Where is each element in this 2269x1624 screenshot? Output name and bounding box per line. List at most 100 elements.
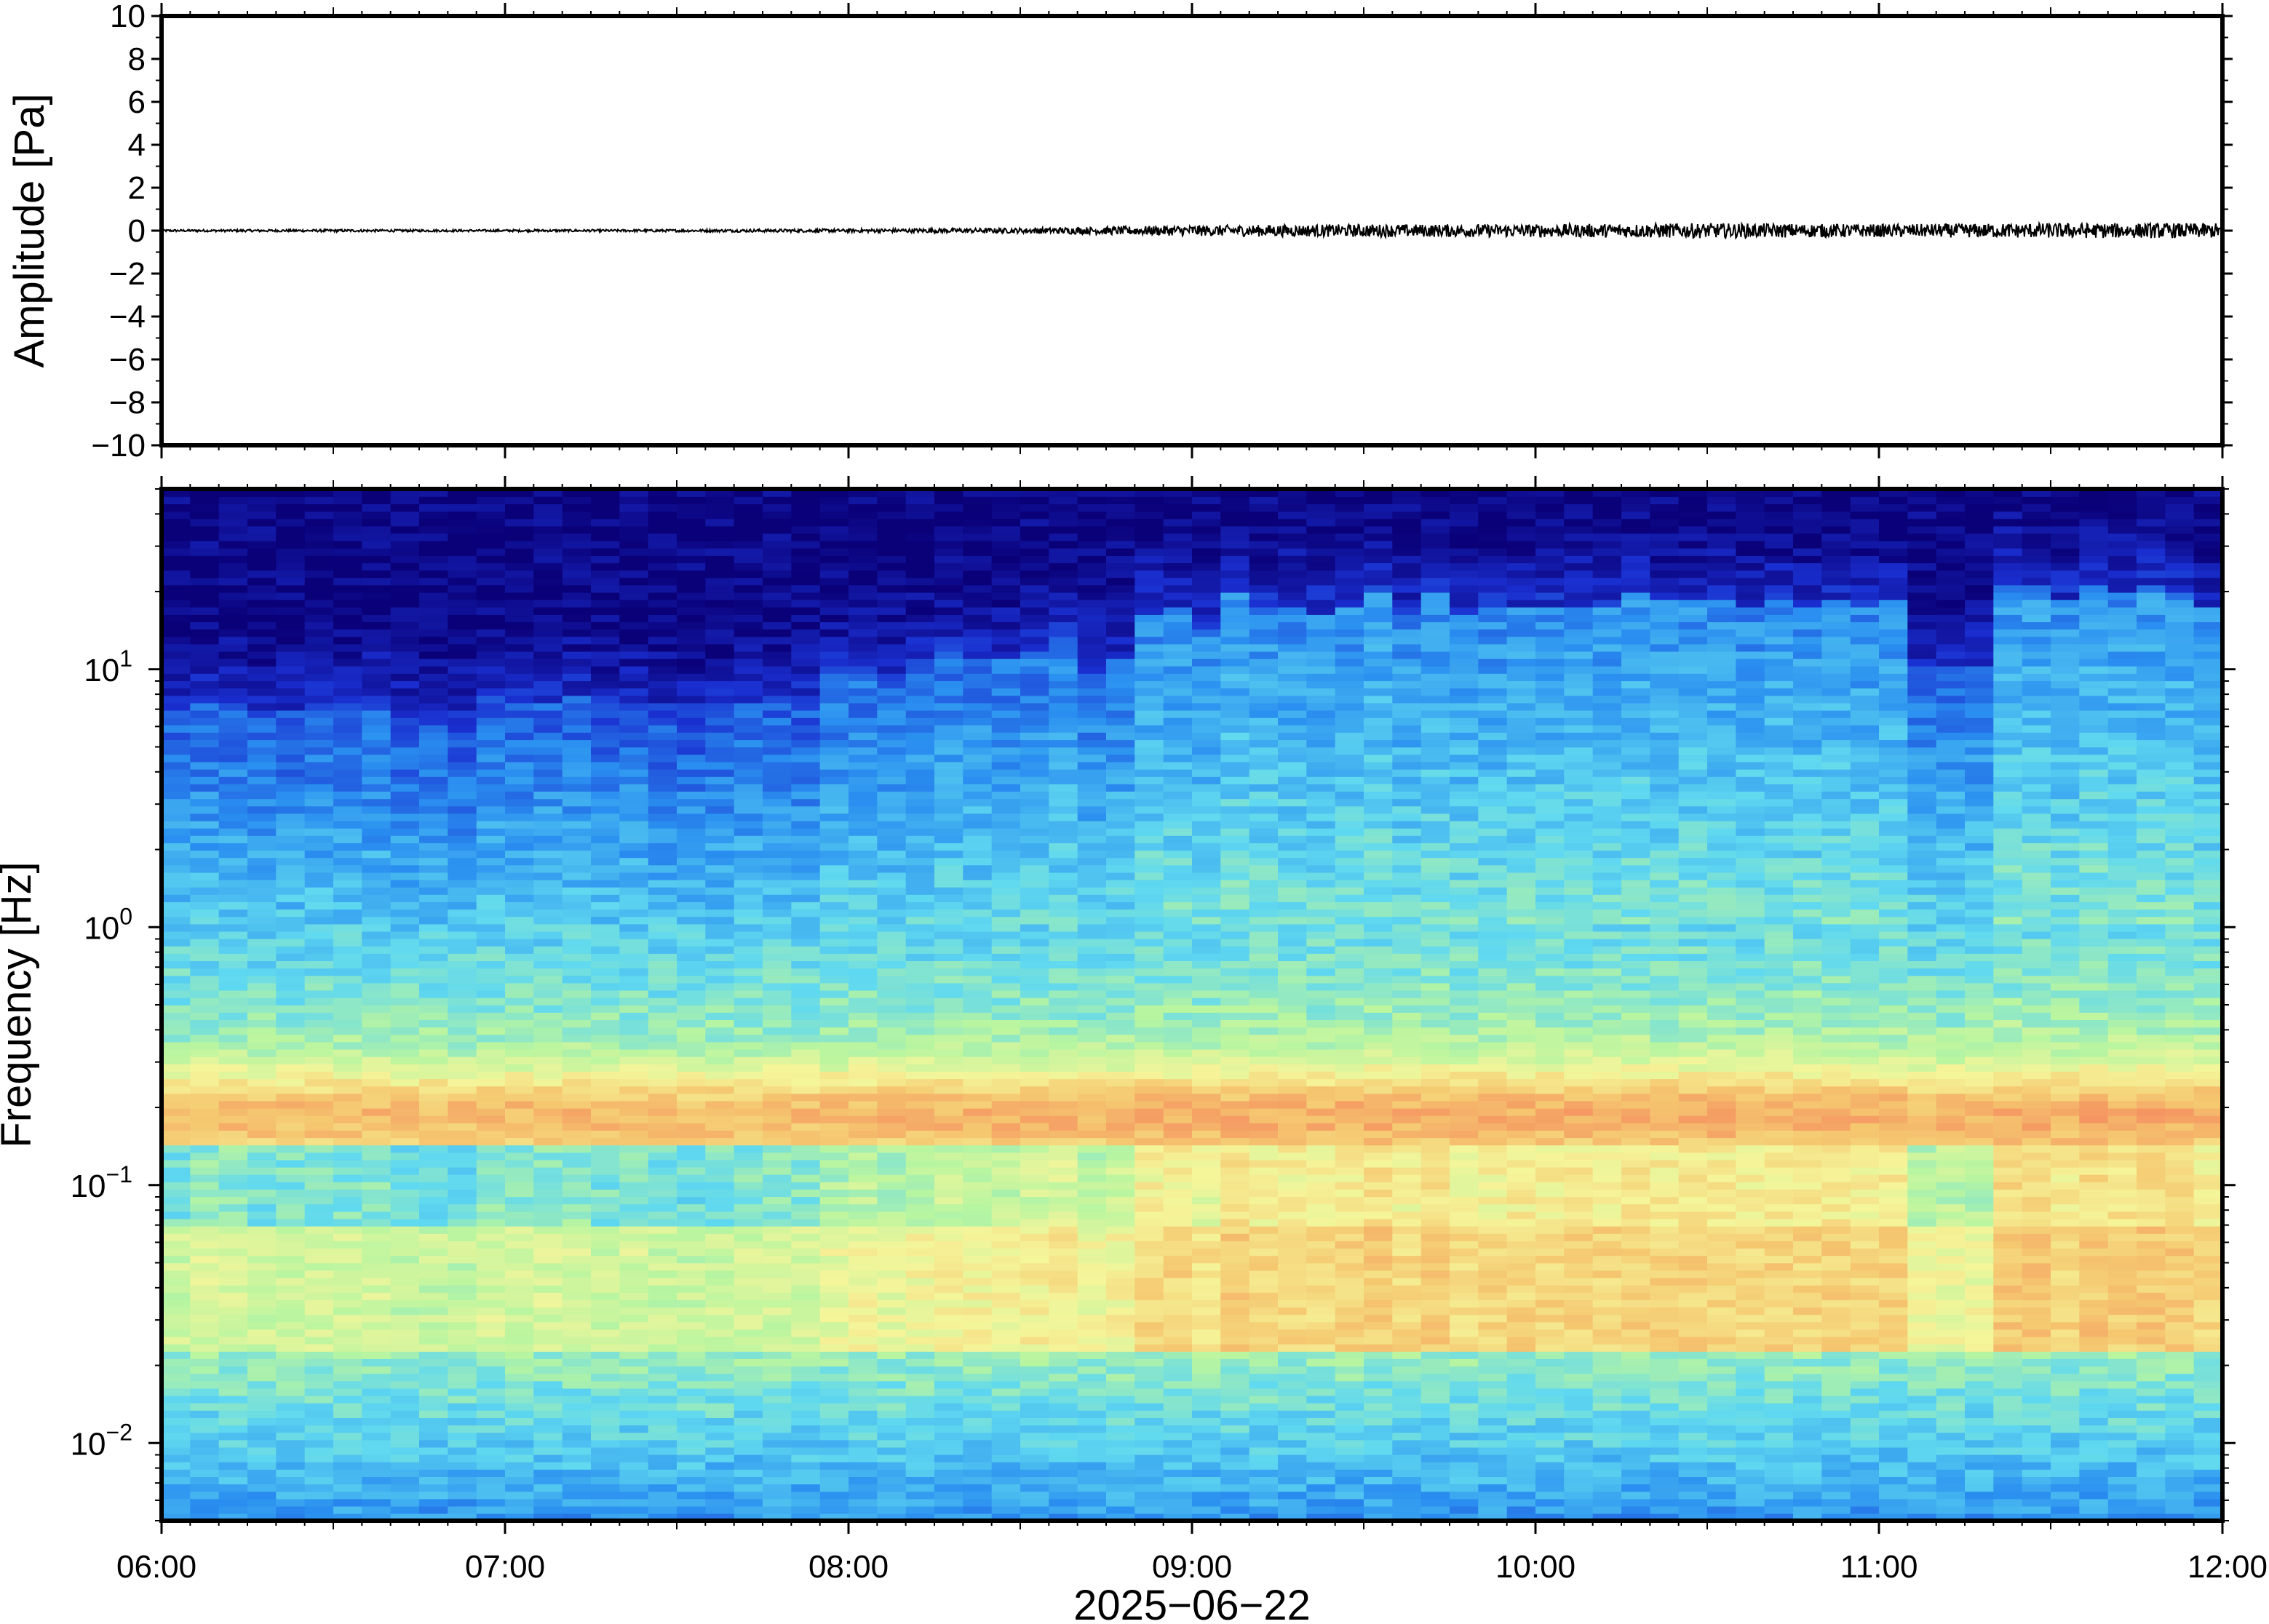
spectrogram-cell	[591, 717, 621, 725]
spectrogram-cell	[276, 931, 306, 939]
spectrogram-cell	[591, 1159, 621, 1168]
spectrogram-cell	[819, 1432, 849, 1441]
spectrogram-cell	[1077, 886, 1107, 895]
spectrogram-cell	[763, 1299, 792, 1307]
spectrogram-cell	[1049, 1137, 1078, 1146]
spectrogram-cell	[419, 1351, 449, 1359]
spectrogram-cell	[448, 1314, 477, 1323]
spectrogram-cell	[362, 1145, 392, 1153]
spectrogram-cell	[1020, 1241, 1050, 1249]
spectrogram-cell	[162, 747, 191, 755]
spectrogram-cell	[849, 1005, 878, 1013]
spectrogram-cell	[934, 813, 964, 821]
spectrogram-cell	[1106, 747, 1136, 755]
spectrogram-cell	[905, 496, 935, 504]
spectrogram-cell	[562, 843, 592, 851]
spectrogram-cell	[247, 857, 277, 866]
spectrogram-cell	[247, 931, 277, 939]
spectrogram-cell	[677, 820, 707, 829]
spectrogram-cell	[619, 923, 649, 932]
spectrogram-cell	[505, 1241, 535, 1249]
spectrogram-cell	[448, 798, 477, 807]
spectrogram-cell	[190, 1343, 220, 1352]
spectrogram-cell	[734, 982, 763, 991]
spectrogram-cell	[304, 776, 334, 784]
spectrogram-cell	[533, 894, 563, 902]
spectrogram-cell	[190, 739, 220, 748]
spectrogram-cell	[934, 857, 964, 866]
spectrogram-cell	[533, 680, 563, 689]
spectrogram-cell	[218, 1410, 248, 1418]
spectrogram-cell	[218, 1462, 248, 1470]
spectrogram-cell	[991, 1462, 1021, 1470]
spectrogram-cell	[190, 1093, 220, 1102]
spectrogram-cell	[1020, 1402, 1050, 1411]
spectrogram-cell	[819, 658, 849, 666]
spectrogram-cell	[247, 1019, 277, 1028]
spectrogram-cell	[849, 673, 878, 682]
spectrogram-cell	[1106, 1410, 1136, 1418]
spectrogram-cell	[705, 1270, 735, 1278]
spectrogram-cell	[849, 1152, 878, 1161]
spectrogram-cell	[247, 850, 277, 859]
spectrogram-cell	[333, 857, 363, 866]
spectrogram-cell	[648, 548, 677, 556]
spectrogram-cell	[677, 658, 707, 666]
spectrogram-cell	[763, 1107, 792, 1116]
spectrogram-cell	[419, 739, 449, 748]
spectrogram-cell	[1077, 1351, 1107, 1359]
spectrogram-cell	[333, 946, 363, 954]
spectrogram-cell	[247, 739, 277, 748]
spectrogram-cell	[1049, 1491, 1078, 1500]
spectrogram-cell	[991, 666, 1021, 674]
spectrogram-cell	[934, 1513, 964, 1521]
spectrogram-cell	[1106, 1417, 1136, 1426]
spectrogram-cell	[705, 739, 735, 748]
spectrogram-cell	[963, 1086, 993, 1094]
spectrogram-cell	[533, 1307, 563, 1315]
spectrogram-cell	[1049, 1107, 1078, 1116]
spectrogram-cell	[333, 680, 363, 689]
spectrogram-cell	[791, 923, 821, 932]
spectrogram-cell	[591, 1425, 621, 1433]
spectrogram-cell	[533, 636, 563, 645]
spectrogram-cell	[763, 1462, 792, 1470]
spectrogram-cell	[276, 695, 306, 704]
spectrogram-cell	[963, 747, 993, 755]
spectrogram-cell	[763, 1262, 792, 1271]
spectrogram-cell	[162, 938, 191, 947]
spectrogram-cell	[1106, 982, 1136, 991]
spectrogram-cell	[1049, 1402, 1078, 1411]
spectrogram-cell	[849, 1093, 878, 1102]
spectrogram-cell	[763, 636, 792, 645]
spectrogram-cell	[448, 739, 477, 748]
spectrogram-cell	[763, 680, 792, 689]
spectrogram-cell	[448, 1462, 477, 1470]
spectrogram-cell	[1049, 901, 1078, 910]
spectrogram-cell	[162, 997, 191, 1006]
spectrogram-cell	[1049, 835, 1078, 843]
spectrogram-cell	[533, 643, 563, 652]
spectrogram-cell	[1049, 827, 1078, 836]
spectrogram-cell	[734, 1484, 763, 1492]
spectrogram-cell	[991, 621, 1021, 630]
spectrogram-cell	[705, 1410, 735, 1418]
spectrogram-cell	[677, 533, 707, 541]
spectrogram-cell	[190, 879, 220, 888]
spectrogram-cell	[476, 518, 506, 527]
spectrogram-cell	[1106, 1498, 1136, 1507]
spectrogram-cell	[362, 1329, 392, 1337]
spectrogram-cell	[819, 503, 849, 512]
spectrogram-cell	[905, 1417, 935, 1426]
spectrogram-cell	[648, 754, 677, 763]
spectrogram-cell	[934, 901, 964, 910]
spectrogram-cell	[1106, 1203, 1136, 1212]
spectrogram-cell	[648, 864, 677, 873]
spectrogram-cell	[476, 1432, 506, 1441]
spectrogram-cell	[1134, 1366, 1164, 1374]
spectrogram-cell	[963, 784, 993, 792]
spectrogram-cell	[390, 857, 420, 866]
spectrogram-cell	[419, 879, 449, 888]
spectrogram-cell	[247, 1145, 277, 1153]
spectrogram-cell	[333, 695, 363, 704]
